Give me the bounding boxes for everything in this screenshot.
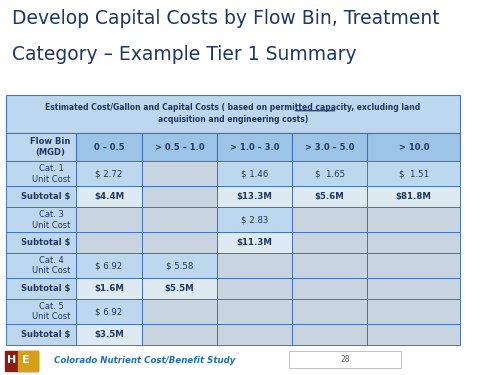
Text: $ 5.58: $ 5.58 xyxy=(166,261,193,270)
Bar xyxy=(367,161,460,186)
Bar xyxy=(292,207,367,232)
Bar xyxy=(367,232,460,253)
Text: CDM: CDM xyxy=(468,352,498,364)
Bar xyxy=(367,186,460,207)
Text: > 0.5 – 1.0: > 0.5 – 1.0 xyxy=(154,142,204,152)
Text: $5.6M: $5.6M xyxy=(315,192,344,201)
Bar xyxy=(367,278,460,299)
Bar xyxy=(142,186,217,207)
Text: Cat. 5
Unit Cost: Cat. 5 Unit Cost xyxy=(32,302,70,321)
Text: $ 2.72: $ 2.72 xyxy=(96,170,123,178)
Text: $5.5M: $5.5M xyxy=(164,284,194,293)
Bar xyxy=(217,299,292,324)
Text: $13.3M: $13.3M xyxy=(236,192,272,201)
Text: Estimated Cost/Gallon and Capital Costs ( based on permitted capacity, excluding: Estimated Cost/Gallon and Capital Costs … xyxy=(46,104,420,112)
Bar xyxy=(367,133,460,161)
Text: $11.3M: $11.3M xyxy=(236,238,272,248)
Bar xyxy=(217,186,292,207)
Bar xyxy=(6,133,76,161)
Bar xyxy=(367,207,460,232)
Bar xyxy=(4,351,38,371)
Text: $ 2.83: $ 2.83 xyxy=(241,215,268,224)
Text: > 1.0 – 3.0: > 1.0 – 3.0 xyxy=(230,142,280,152)
Bar xyxy=(6,95,460,133)
Bar xyxy=(142,161,217,186)
Text: $  1.65: $ 1.65 xyxy=(314,170,344,178)
Text: Subtotal $: Subtotal $ xyxy=(21,284,70,293)
Text: $3.5M: $3.5M xyxy=(94,330,124,339)
Bar xyxy=(6,186,76,207)
Bar xyxy=(217,278,292,299)
Bar xyxy=(292,133,367,161)
Bar xyxy=(292,161,367,186)
Text: Colorado Nutrient Cost/Benefit Study: Colorado Nutrient Cost/Benefit Study xyxy=(54,356,235,365)
Text: > 3.0 – 5.0: > 3.0 – 5.0 xyxy=(305,142,354,152)
Bar xyxy=(367,324,460,345)
Bar xyxy=(76,161,142,186)
Text: 28: 28 xyxy=(340,355,349,364)
Bar xyxy=(217,232,292,253)
Bar xyxy=(367,299,460,324)
Text: Subtotal $: Subtotal $ xyxy=(21,238,70,248)
Text: Cat. 3
Unit Cost: Cat. 3 Unit Cost xyxy=(32,210,70,230)
Bar xyxy=(217,253,292,278)
Bar xyxy=(142,278,217,299)
Bar xyxy=(142,299,217,324)
Text: acquisition and engineering costs): acquisition and engineering costs) xyxy=(158,114,308,123)
Bar xyxy=(6,253,76,278)
Bar xyxy=(6,232,76,253)
Bar xyxy=(76,253,142,278)
Bar xyxy=(76,299,142,324)
Bar xyxy=(142,207,217,232)
Bar xyxy=(292,232,367,253)
Bar xyxy=(217,207,292,232)
Bar xyxy=(292,299,367,324)
Text: $  1.51: $ 1.51 xyxy=(398,170,429,178)
Bar xyxy=(292,278,367,299)
Text: Category – Example Tier 1 Summary: Category – Example Tier 1 Summary xyxy=(12,45,356,64)
Bar xyxy=(6,324,76,345)
Text: $81.8M: $81.8M xyxy=(396,192,432,201)
Text: > 10.0: > 10.0 xyxy=(398,142,429,152)
Bar xyxy=(6,299,76,324)
Text: Cat. 4
Unit Cost: Cat. 4 Unit Cost xyxy=(32,256,70,276)
Bar xyxy=(292,186,367,207)
Bar xyxy=(76,133,142,161)
Bar xyxy=(76,186,142,207)
Bar xyxy=(217,324,292,345)
Text: $4.4M: $4.4M xyxy=(94,192,124,201)
Bar xyxy=(142,253,217,278)
Bar xyxy=(6,161,76,186)
Bar xyxy=(292,324,367,345)
Bar xyxy=(6,278,76,299)
Text: Subtotal $: Subtotal $ xyxy=(21,330,70,339)
Text: $ 6.92: $ 6.92 xyxy=(96,307,122,316)
Text: Develop Capital Costs by Flow Bin, Treatment: Develop Capital Costs by Flow Bin, Treat… xyxy=(12,9,440,28)
Text: $1.6M: $1.6M xyxy=(94,284,124,293)
Bar xyxy=(142,324,217,345)
Bar xyxy=(76,207,142,232)
Text: $ 6.92: $ 6.92 xyxy=(96,261,122,270)
Text: Cat. 1
Unit Cost: Cat. 1 Unit Cost xyxy=(32,164,70,184)
Text: E: E xyxy=(22,356,30,365)
Bar xyxy=(76,232,142,253)
Bar xyxy=(76,278,142,299)
Bar xyxy=(76,324,142,345)
Text: $ 1.46: $ 1.46 xyxy=(241,170,268,178)
Bar xyxy=(142,232,217,253)
Text: H: H xyxy=(8,356,16,365)
Text: Subtotal $: Subtotal $ xyxy=(21,192,70,201)
Bar xyxy=(217,161,292,186)
Bar xyxy=(292,253,367,278)
Bar xyxy=(6,207,76,232)
Bar xyxy=(142,133,217,161)
Bar xyxy=(289,351,401,368)
Bar xyxy=(367,253,460,278)
Bar xyxy=(18,351,38,371)
Bar xyxy=(217,133,292,161)
Text: 0 – 0.5: 0 – 0.5 xyxy=(94,142,124,152)
Text: Flow Bin
(MGD): Flow Bin (MGD) xyxy=(30,138,70,157)
